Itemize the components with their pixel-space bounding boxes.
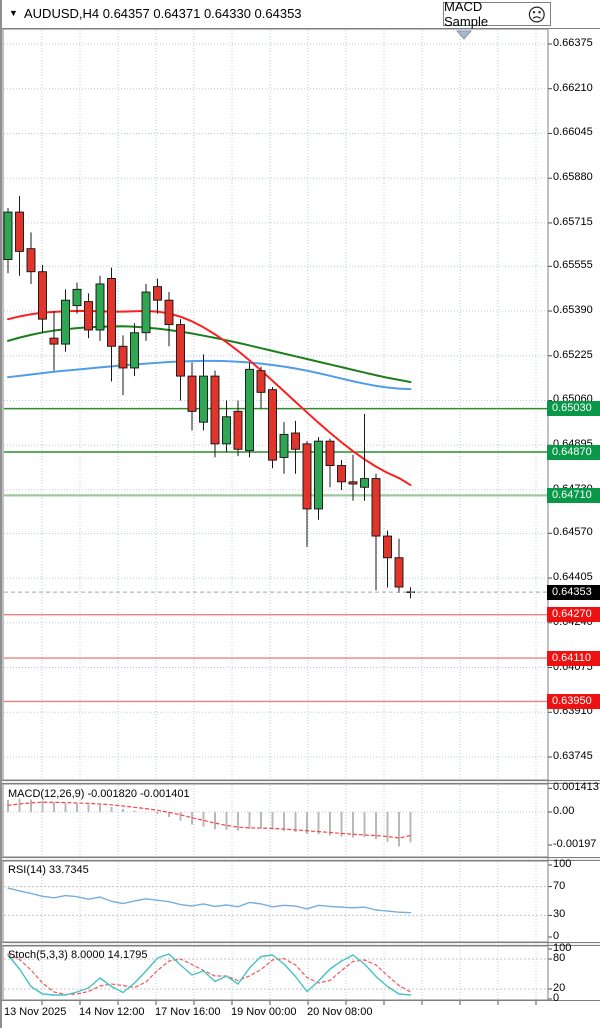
candle-body[interactable] xyxy=(3,211,13,260)
candle-body[interactable] xyxy=(49,337,59,345)
date-axis-label: 20 Nov 08:00 xyxy=(307,1006,373,1018)
candle-body[interactable] xyxy=(199,375,208,423)
panel-separator-1[interactable] xyxy=(2,857,600,861)
rsi-axis-label: 70 xyxy=(553,879,566,892)
macd-axis-label: 0.00 xyxy=(553,805,575,817)
candle-body[interactable] xyxy=(222,416,231,445)
panel-border-1 xyxy=(2,783,549,858)
price-axis-label: 0.66375 xyxy=(553,37,593,49)
price-axis-label: 0.66210 xyxy=(553,81,593,94)
candle-body[interactable] xyxy=(95,283,105,331)
candle-body[interactable] xyxy=(61,299,70,345)
price-axis-label: 0.64405 xyxy=(553,571,593,584)
candle-body[interactable] xyxy=(348,481,358,485)
stoch-panel-title: Stoch(5,3,3) 8.0000 14.1795 xyxy=(8,949,148,961)
candle-body[interactable] xyxy=(245,368,254,452)
candle-body[interactable] xyxy=(153,286,162,301)
chart-title-ohlc: AUDUSD,H4 0.64357 0.64371 0.64330 0.6435… xyxy=(24,6,302,21)
price-axis-label: 0.65390 xyxy=(553,304,593,317)
chart-shift-marker[interactable] xyxy=(455,30,473,40)
price-axis-label: 0.65555 xyxy=(553,259,593,272)
expert-advisor-box[interactable]: MACD Sample xyxy=(443,0,551,29)
candle-body[interactable] xyxy=(394,557,404,588)
level-price-badge: 0.64110 xyxy=(547,650,600,666)
candle-body[interactable] xyxy=(279,433,289,458)
macd-signal-line xyxy=(7,801,412,839)
stoch-axis-label: 20 xyxy=(553,982,566,994)
date-axis-label: 19 Nov 00:00 xyxy=(231,1006,297,1018)
candle-body[interactable] xyxy=(337,465,346,483)
stoch-k-line xyxy=(7,953,412,996)
candle-body[interactable] xyxy=(233,410,243,450)
candle-body[interactable] xyxy=(268,389,277,461)
ma-red-line xyxy=(7,310,412,487)
candle-body[interactable] xyxy=(291,432,300,450)
panel-border-3 xyxy=(2,945,549,1001)
price-axis-label: 0.66045 xyxy=(553,126,593,139)
candle-body[interactable] xyxy=(107,278,116,347)
date-axis-label: 13 Nov 2025 xyxy=(4,1006,67,1018)
date-axis-label: 17 Nov 16:00 xyxy=(155,1006,221,1018)
rsi-line xyxy=(7,887,412,914)
price-axis-label: 0.65715 xyxy=(553,215,593,228)
candle-body[interactable] xyxy=(26,248,36,273)
symbol-dropdown-icon[interactable]: ▼ xyxy=(9,8,18,18)
level-price-badge: 0.64270 xyxy=(547,607,600,623)
candle-body[interactable] xyxy=(164,299,174,326)
candle-body[interactable] xyxy=(256,370,266,393)
candle-body[interactable] xyxy=(72,288,82,307)
candle-body[interactable] xyxy=(176,324,185,377)
candle-body[interactable] xyxy=(141,291,151,334)
expert-advisor-name: MACD Sample xyxy=(444,0,489,29)
stoch-axis-label: 100 xyxy=(553,942,572,954)
level-price-badge: 0.64710 xyxy=(547,487,600,503)
price-axis-label: 0.65225 xyxy=(553,348,593,361)
ma-blue-line xyxy=(7,359,412,391)
macd-axis-label: -0.00197 xyxy=(553,837,597,850)
panel-separator-2[interactable] xyxy=(2,942,600,946)
rsi-axis-label: 30 xyxy=(553,908,566,921)
candle-body[interactable] xyxy=(360,478,369,488)
price-axis-label: 0.64570 xyxy=(553,526,593,539)
level-price-badge: 0.65030 xyxy=(547,401,600,417)
macd-panel-title: MACD(12,26,9) -0.001820 -0.001401 xyxy=(8,788,190,800)
candle-body[interactable] xyxy=(84,301,93,331)
candle-body[interactable] xyxy=(38,271,47,320)
candle-body[interactable] xyxy=(325,440,335,467)
price-axis-label: 0.63745 xyxy=(553,749,593,762)
ma-green-line xyxy=(7,325,412,384)
candle-body[interactable] xyxy=(118,345,128,369)
stoch-axis-label: 80 xyxy=(553,952,566,964)
candle-body[interactable] xyxy=(187,375,197,412)
panel-separator-0[interactable] xyxy=(2,780,600,784)
sad-smiley-icon[interactable] xyxy=(528,5,546,24)
candle-body[interactable] xyxy=(130,332,139,369)
level-price-badge: 0.63950 xyxy=(547,693,600,709)
price-axis-label: 0.65880 xyxy=(553,171,593,184)
macd-axis-label: 0.001413 xyxy=(553,781,599,794)
candle-body[interactable] xyxy=(383,535,392,559)
rsi-axis-label: 0 xyxy=(553,930,560,942)
chart-title-bar: ▼ AUDUSD,H4 0.64357 0.64371 0.64330 0.64… xyxy=(2,0,600,29)
level-price-badge: 0.64870 xyxy=(547,444,600,460)
rsi-panel-title: RSI(14) 33.7345 xyxy=(8,864,89,876)
date-axis-label: 14 Nov 12:00 xyxy=(79,1006,145,1018)
current-price-badge: 0.64353 xyxy=(547,584,600,600)
candle-body[interactable] xyxy=(210,375,220,445)
stoch-d-line xyxy=(7,953,412,996)
rsi-axis-label: 100 xyxy=(553,858,572,870)
candle-body[interactable] xyxy=(314,440,323,510)
candle-body[interactable] xyxy=(15,211,24,252)
candle-body[interactable] xyxy=(371,478,381,537)
candle-body[interactable] xyxy=(302,443,312,510)
stoch-axis-label: 0 xyxy=(553,992,560,1004)
